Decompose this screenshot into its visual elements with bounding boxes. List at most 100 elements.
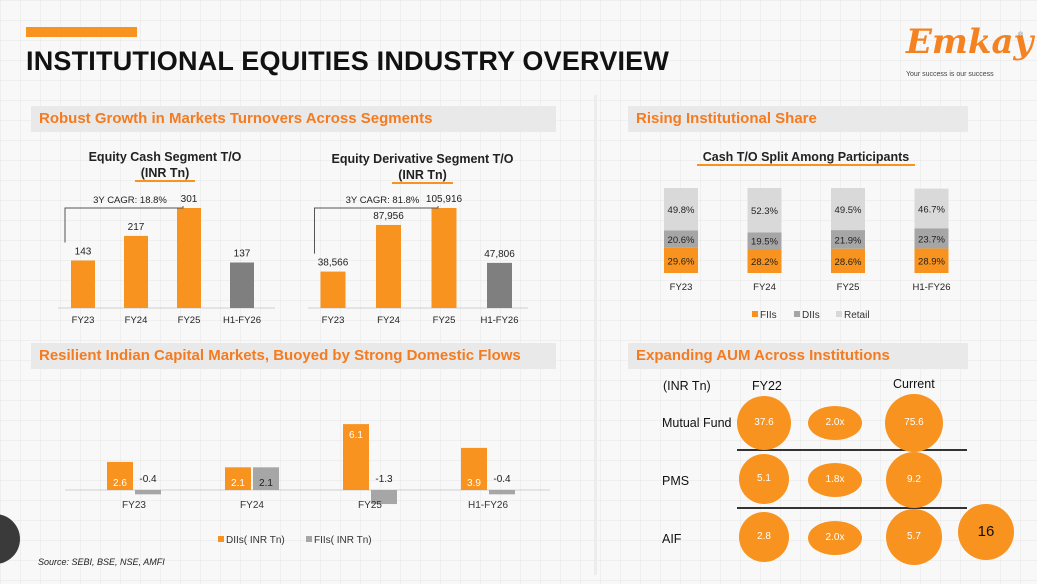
aum-row-divider <box>737 507 967 509</box>
cash-turnover-chart: 143 FY23 217 FY24 301 FY25 137 H1-FY26 3Y CAGR: … <box>58 194 275 326</box>
data-label: 143 <box>75 246 92 257</box>
bar <box>343 424 369 490</box>
cash-chart-title: Equity Cash Segment T/O (INR Tn) <box>70 149 260 182</box>
aum-current-bubble: 5.7 <box>886 509 942 565</box>
data-label: 38,566 <box>318 258 349 269</box>
stacked-bar-segment <box>747 232 782 250</box>
title-accent-bar <box>26 27 137 37</box>
cagr-bracket <box>314 206 439 254</box>
nav-circle-left <box>0 514 20 564</box>
tick-label: FY24 <box>377 315 400 326</box>
legend-swatch <box>752 311 758 317</box>
legend-label: FIIs( INR Tn) <box>314 535 372 546</box>
segment-label: 23.7% <box>918 234 945 245</box>
cagr-annotation: 3Y CAGR: 81.8% <box>346 195 420 206</box>
tick-label: FY24 <box>125 315 148 326</box>
stacked-bar-segment <box>831 248 865 273</box>
participant-split-chart: 29.6% 20.6% 49.8% FY23 28.2% 19.5% 52.3% FY24 28… <box>664 188 951 321</box>
segment-label: 46.7% <box>918 204 945 215</box>
aum-row-divider <box>737 449 967 451</box>
bar <box>177 208 201 308</box>
aum-row-label: PMS <box>662 474 690 488</box>
segment-label: 28.9% <box>918 257 945 268</box>
tick-label: H1-FY26 <box>468 500 508 511</box>
deriv-chart-title: Equity Derivative Segment T/O (INR Tn) <box>315 151 530 184</box>
segment-label: 49.5% <box>835 205 862 216</box>
tick-label: FY23 <box>122 500 146 511</box>
data-label: 87,956 <box>373 211 404 222</box>
data-label: -0.4 <box>493 474 511 485</box>
aum-current-bubble: 75.6 <box>885 394 943 452</box>
logo-registered-mark: ® <box>1018 32 1024 39</box>
stacked-bar-segment <box>914 248 949 273</box>
deriv-chart-title-line2: (INR Tn) <box>392 168 453 184</box>
tick-label: FY25 <box>358 500 382 511</box>
tick-label: FY25 <box>837 282 860 293</box>
data-label: 301 <box>181 194 198 205</box>
legend-swatch <box>306 536 312 542</box>
bar <box>320 271 346 308</box>
bar <box>107 461 133 490</box>
stacked-bar-segment <box>664 188 698 231</box>
stacked-bar-segment <box>914 228 949 249</box>
source-note: Source: SEBI, BSE, NSE, AMFI <box>38 557 165 567</box>
data-label: 2.1 <box>259 478 273 489</box>
section-header-aum: Expanding AUM Across Institutions <box>628 343 968 369</box>
column-divider <box>594 95 597 575</box>
tick-label: H1-FY26 <box>480 315 518 326</box>
section-header-flows: Resilient Indian Capital Markets, Buoyed… <box>31 343 556 369</box>
deriv-chart-title-line1: Equity Derivative Segment T/O <box>331 152 514 166</box>
segment-label: 52.3% <box>751 206 778 217</box>
data-label: -1.3 <box>375 474 393 485</box>
aum-row-label: Mutual Fund <box>662 416 732 430</box>
aum-growth-bubble: 2.0x <box>808 521 862 555</box>
aum-col-fy22: FY22 <box>752 379 782 393</box>
segment-label: 20.6% <box>668 235 695 246</box>
legend-label: FIIs <box>760 310 777 321</box>
derivative-turnover-chart: 38,566 FY23 87,956 FY24 105,916 FY25 47,806 H1-… <box>308 194 528 326</box>
legend-swatch <box>794 311 800 317</box>
aum-growth-bubble: 2.0x <box>808 406 862 440</box>
data-label: 2.1 <box>231 478 245 489</box>
aum-fy22-bubble: 2.8 <box>739 512 789 562</box>
stacked-bar-segment <box>831 230 865 249</box>
page-title: INSTITUTIONAL EQUITIES INDUSTRY OVERVIEW <box>26 46 670 76</box>
data-label: 3.9 <box>467 478 481 489</box>
tick-label: FY23 <box>670 282 693 293</box>
tick-label: FY24 <box>240 500 264 511</box>
bar <box>225 467 251 490</box>
legend-label: Retail <box>844 310 870 321</box>
segment-label: 19.5% <box>751 237 778 248</box>
legend-swatch <box>218 536 224 542</box>
bar <box>371 490 397 505</box>
segment-label: 29.6% <box>668 256 695 267</box>
cagr-annotation: 3Y CAGR: 18.8% <box>93 195 167 206</box>
section-header-institutional: Rising Institutional Share <box>628 106 968 132</box>
section-header-turnover: Robust Growth in Markets Turnovers Acros… <box>31 106 556 132</box>
aum-row-label: AIF <box>662 532 682 546</box>
bar <box>230 262 254 308</box>
bar <box>431 208 457 308</box>
stacked-bar-segment <box>831 188 865 231</box>
legend-swatch <box>836 311 842 317</box>
stacked-bar-segment <box>914 188 949 229</box>
bar <box>489 490 515 495</box>
segment-label: 49.8% <box>668 205 695 216</box>
cagr-bracket <box>64 206 184 243</box>
tick-label: H1-FY26 <box>223 315 261 326</box>
tick-label: H1-FY26 <box>912 282 950 293</box>
legend-label: DIIs( INR Tn) <box>226 535 285 546</box>
domestic-flows-chart: 2.6 -0.4 FY23 2.1 2.1 FY24 6.1 -1.3 FY25 3.9 -0.4 H… <box>65 424 550 546</box>
bar <box>124 235 148 308</box>
aum-growth-bubble: 1.8x <box>808 463 862 497</box>
tick-label: FY24 <box>753 282 776 293</box>
stacked-bar-segment <box>664 247 698 273</box>
data-label: 105,916 <box>426 194 463 205</box>
bar <box>487 262 512 308</box>
cash-chart-title-line1: Equity Cash Segment T/O <box>88 150 242 164</box>
split-chart-title: Cash T/O Split Among Participants <box>676 149 936 166</box>
cash-chart-title-line2: (INR Tn) <box>134 166 196 182</box>
aum-unit-label: (INR Tn) <box>663 379 711 393</box>
segment-label: 28.6% <box>835 257 862 268</box>
data-label: 2.6 <box>113 478 127 489</box>
